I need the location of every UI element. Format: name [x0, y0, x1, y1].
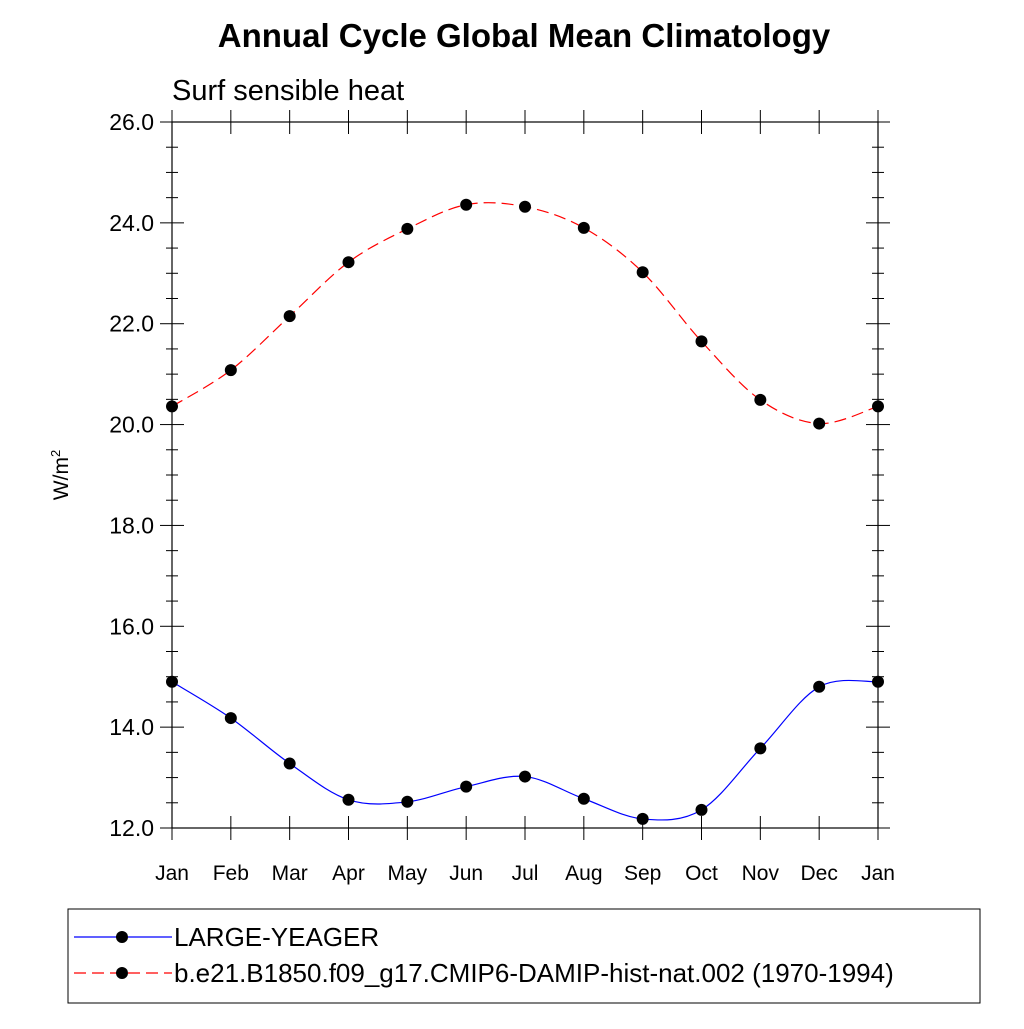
- x-tick-label: Jul: [512, 862, 539, 885]
- series-line-1: [171, 202, 879, 425]
- series-0-point: [754, 742, 767, 755]
- series-0-point: [872, 675, 884, 688]
- series-0-point: [460, 780, 473, 793]
- x-tick-label: Apr: [332, 862, 365, 885]
- x-tick-label: Sep: [624, 862, 661, 885]
- series-1-point: [872, 400, 884, 413]
- y-tick-label: 12.0: [109, 815, 154, 841]
- plot-frame: [171, 121, 879, 829]
- chart-subtitle: Surf sensible heat: [172, 75, 404, 107]
- series-0-point: [519, 770, 531, 783]
- series-1-point: [283, 310, 296, 323]
- series-0-point: [283, 757, 296, 770]
- legend: LARGE-YEAGER b.e21.B1850.f09_g17.CMIP6-DA…: [67, 908, 981, 1004]
- x-tick-label: Dec: [800, 862, 837, 885]
- y-axis-label: W/m2: [48, 450, 73, 500]
- y-tick-label: 20.0: [109, 412, 154, 438]
- x-tick-label: Jan: [155, 862, 189, 885]
- y-tick-label: 22.0: [109, 311, 154, 337]
- series-line-0: [171, 679, 879, 821]
- series-0-point: [401, 795, 414, 808]
- y-tick-label: 18.0: [109, 512, 154, 538]
- y-tick-label: 24.0: [109, 210, 154, 236]
- legend-label-0: LARGE-YEAGER: [174, 922, 379, 952]
- plot-area: 12.0 14.0 16.0 18.0 20.0 22.0 24.0 26.0 Jan Feb Ma…: [109, 109, 895, 885]
- series-1-point: [342, 256, 355, 269]
- y-tick-label: 16.0: [109, 613, 154, 639]
- series-1-point: [460, 198, 473, 211]
- legend-label-1: b.e21.B1850.f09_g17.CMIP6-DAMIP-hist-nat…: [174, 958, 894, 988]
- x-tick-label: Jun: [449, 862, 483, 885]
- y-tick-label: 26.0: [109, 109, 154, 135]
- series-1-point: [401, 222, 414, 235]
- series-1-point: [166, 400, 178, 413]
- x-tick-label: Feb: [213, 862, 249, 885]
- x-tick-label: Nov: [742, 862, 780, 885]
- series-1-point: [754, 393, 767, 406]
- y-axis-label-text: W/m: [50, 457, 73, 500]
- x-tick-label: May: [387, 862, 427, 885]
- y-axis-label-superscript: 2: [48, 450, 63, 457]
- series-0-point: [813, 680, 826, 693]
- x-tick-label: Mar: [272, 862, 308, 885]
- x-tick-label: Jan: [861, 862, 895, 885]
- legend-marker-1: [116, 967, 128, 979]
- series-0-point: [224, 712, 237, 725]
- series-1-point: [636, 266, 649, 279]
- y-tick-label: 14.0: [109, 714, 154, 740]
- x-tick-label: Oct: [685, 862, 718, 885]
- series-1-point: [224, 364, 237, 377]
- series-1-point: [695, 335, 708, 348]
- series-1-point: [813, 417, 826, 430]
- series-0-point: [636, 812, 649, 825]
- series-1-point: [577, 221, 590, 234]
- legend-box: [67, 908, 981, 1004]
- legend-marker-0: [116, 931, 128, 943]
- x-tick-label: Aug: [565, 862, 602, 885]
- series-0-point: [166, 675, 178, 688]
- chart-title: Annual Cycle Global Mean Climatology: [218, 17, 831, 54]
- series-1-point: [519, 200, 531, 213]
- series-0-point: [342, 793, 355, 806]
- series-0-point: [695, 803, 708, 816]
- series-0-point: [577, 792, 590, 805]
